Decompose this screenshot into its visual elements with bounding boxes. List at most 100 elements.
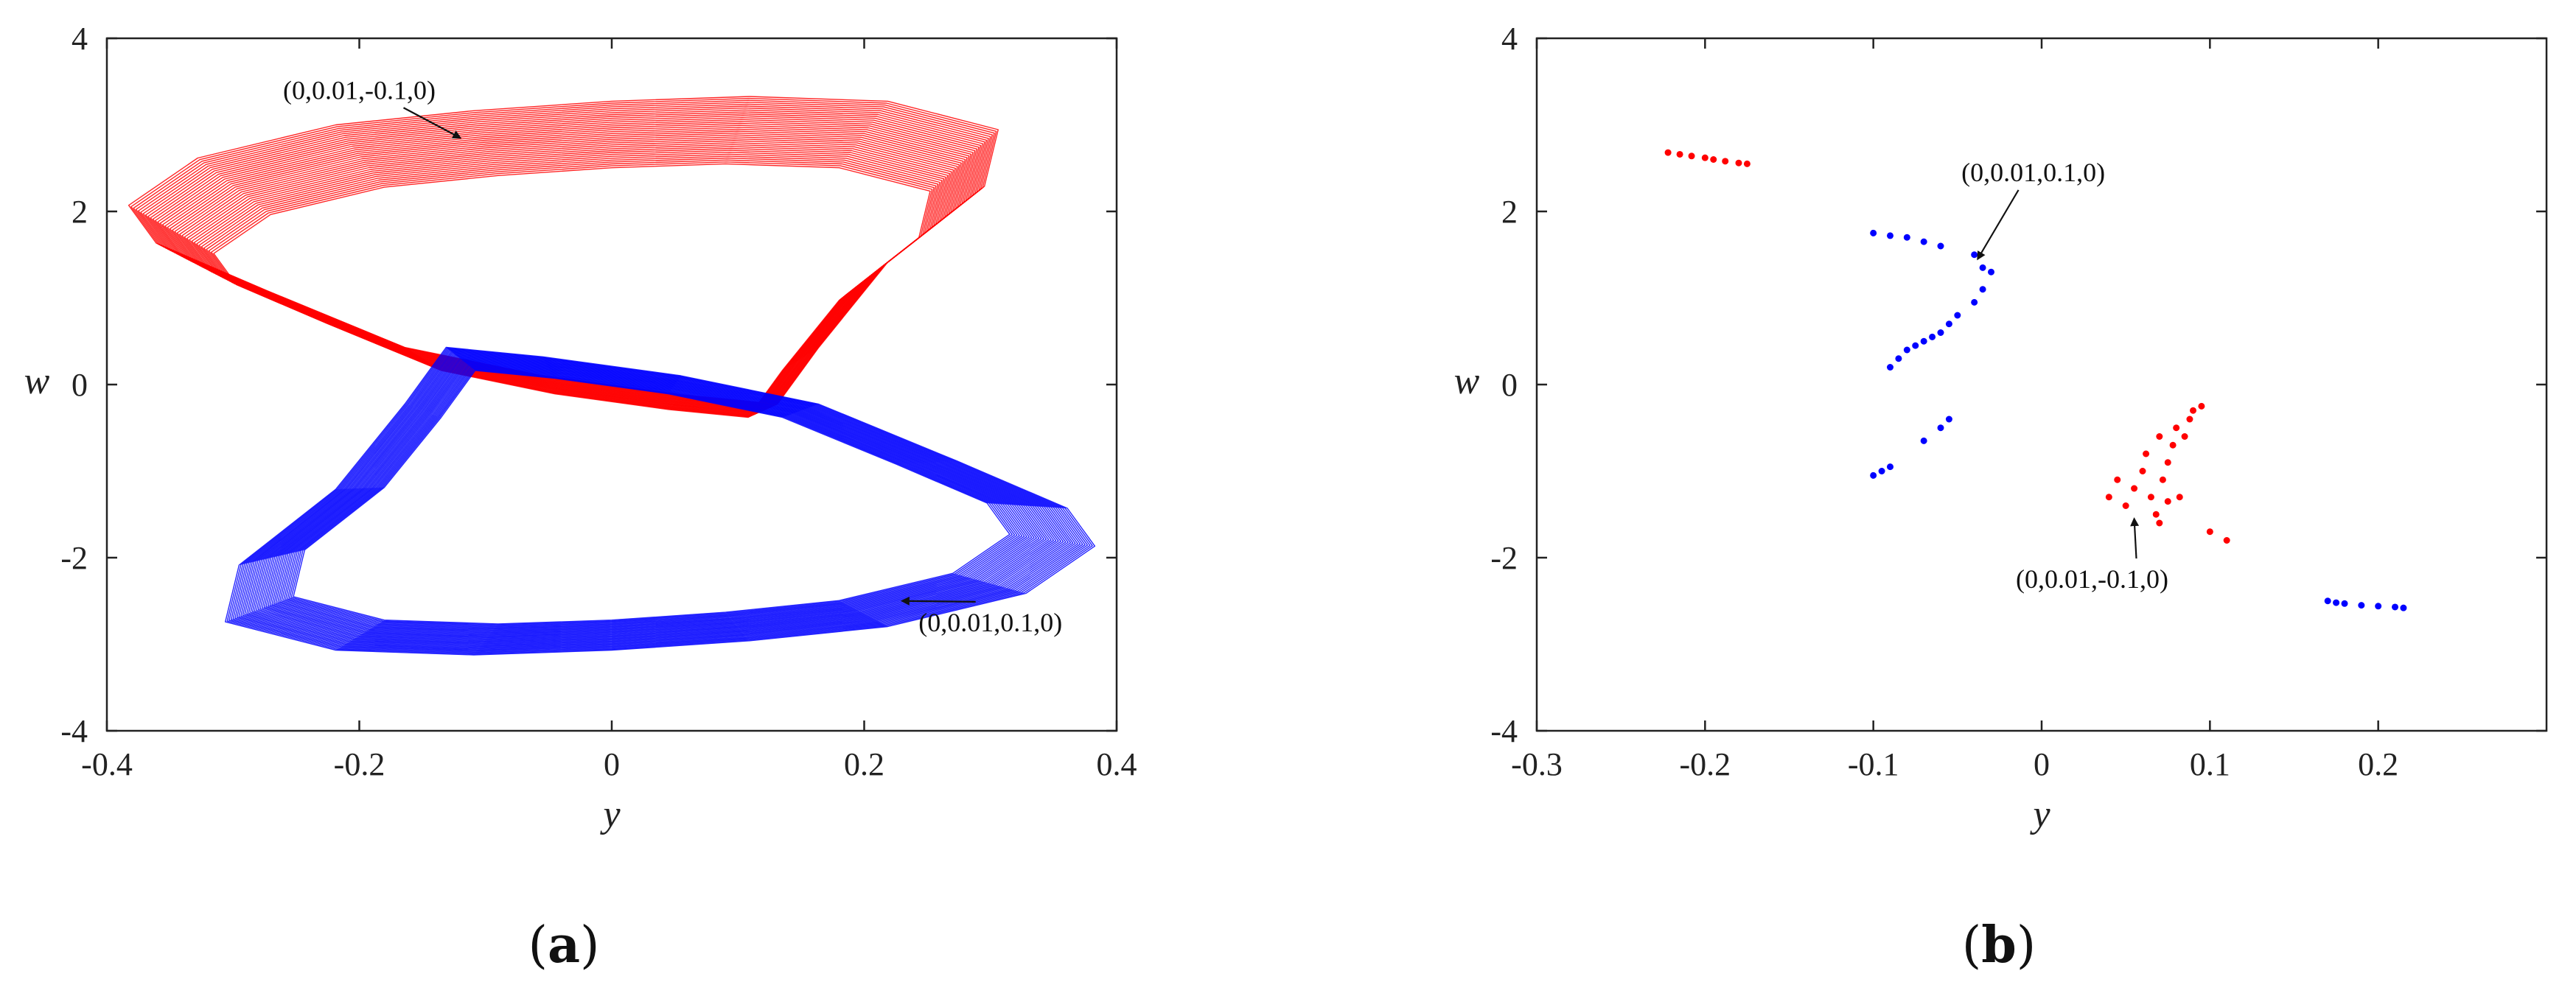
series-1-trajectory-line — [228, 348, 1091, 654]
series-1-point — [1912, 342, 1919, 349]
series-0-point — [1743, 160, 1751, 167]
series-1-point — [1887, 463, 1893, 471]
series-1-point — [1937, 242, 1944, 250]
series-1-trajectory-line — [283, 366, 1023, 629]
annotation-label: (0,0.01,-0.1,0) — [283, 75, 436, 105]
y-tick-label: 2 — [1501, 194, 1518, 230]
data-layer — [128, 96, 1096, 656]
series-1-trajectory-line — [289, 368, 1016, 627]
series-1-point — [2400, 604, 2407, 611]
series-1-trajectory-line — [234, 350, 1083, 651]
annotation-arrow — [2130, 517, 2140, 559]
x-tick-label: 0 — [2034, 746, 2050, 782]
series-1-point — [2324, 597, 2331, 605]
series-0-point — [2176, 494, 2183, 501]
series-1-point — [1979, 264, 1986, 271]
x-tick-label: 0 — [604, 746, 620, 782]
series-0-point — [2223, 537, 2230, 544]
series-1-trajectory-line — [256, 357, 1057, 642]
series-1-point — [2341, 600, 2348, 607]
x-axis-label: y — [2029, 793, 2050, 835]
series-0-point — [2156, 433, 2163, 440]
panel-label-b: (b) — [1962, 916, 2036, 975]
series-0-point — [2114, 476, 2121, 483]
series-0-point — [1735, 159, 1742, 166]
y-tick-label: -2 — [1490, 540, 1518, 576]
series-1-trajectory-line — [232, 349, 1086, 652]
series-0-point — [2156, 519, 2163, 527]
series-1-point — [1920, 337, 1927, 345]
series-0-point — [2169, 441, 2177, 449]
annotation-arrow — [900, 596, 976, 606]
series-1-point — [2333, 599, 2340, 606]
x-tick-label: -0.1 — [1848, 746, 1899, 782]
y-tick-label: -4 — [1490, 713, 1518, 749]
series-1-trajectory-line — [238, 351, 1078, 650]
series-1-trajectory-line — [271, 362, 1037, 634]
series-1-trajectory-line — [248, 354, 1067, 645]
y-tick-label: 0 — [71, 367, 88, 403]
series-1-point — [1979, 286, 1986, 293]
series-1-trajectory-line — [269, 362, 1040, 636]
series-1-point — [1937, 424, 1944, 432]
series-0-point — [2105, 494, 2112, 501]
series-1-point — [1971, 251, 1978, 259]
series-1-trajectory-line — [240, 352, 1076, 649]
x-axis-label: y — [599, 793, 621, 835]
x-tick-label: -0.2 — [334, 746, 385, 782]
series-1-trajectory-line — [244, 353, 1072, 647]
series-1-trajectory-line — [250, 355, 1064, 645]
series-1-trajectory-line — [279, 365, 1027, 631]
series-1-trajectory-line — [268, 361, 1042, 636]
series-0-trajectory-line — [128, 96, 999, 405]
series-1-point — [1870, 229, 1877, 236]
y-tick-label: 2 — [71, 194, 88, 230]
series-1-trajectory-line — [263, 360, 1047, 638]
series-1-trajectory-line — [230, 348, 1089, 653]
data-layer — [1664, 149, 2407, 611]
series-1-point — [1920, 437, 1927, 444]
series-1-point — [1895, 355, 1902, 362]
y-tick-label: 4 — [1501, 21, 1518, 57]
series-1-point — [1887, 364, 1893, 371]
annotation-label: (0,0.01,0.1,0) — [918, 608, 1062, 637]
annotation-arrow — [402, 107, 462, 139]
series-0-point — [2122, 502, 2129, 509]
series-0-point — [2131, 485, 2138, 492]
series-1-point — [2392, 603, 2398, 611]
y-tick-label: 4 — [71, 21, 88, 57]
series-1-point — [1988, 268, 1994, 276]
series-0-point — [2164, 498, 2171, 505]
series-0-point — [2186, 415, 2193, 423]
series-1-point — [1929, 333, 1936, 340]
annotation-arrow — [1977, 189, 2020, 261]
series-1-trajectory-line — [246, 354, 1069, 646]
series-1-point — [1920, 238, 1927, 245]
series-0-point — [1676, 150, 1683, 158]
panel-label-a: (a) — [528, 916, 599, 975]
series-1-trajectory-line — [251, 356, 1061, 643]
x-tick-label: 0.4 — [1097, 746, 1137, 782]
series-0-point — [2164, 459, 2171, 466]
series-1-trajectory-line — [277, 365, 1030, 632]
x-tick-label: -0.3 — [1511, 746, 1563, 782]
y-tick-label: -2 — [60, 540, 88, 576]
series-1-point — [1937, 329, 1944, 336]
poincare-section-panel-b: -0.3 -0.2 -0.1 0 0.1 0.2 -4 -2 0 2 4 y w (0,0.01,0.1,… — [1454, 21, 2548, 835]
series-1-trajectory-line — [226, 347, 1093, 655]
series-1-trajectory-line — [262, 359, 1050, 639]
phase-portrait-panel-a: -0.4 -0.2 0 0.2 0.4 -4 -2 0 2 4 y w (0,0.01,-0.1,0) (… — [24, 21, 1137, 835]
series-1-trajectory-line — [265, 360, 1044, 637]
x-tick-label: 0.1 — [2190, 746, 2230, 782]
series-0-point — [2206, 528, 2213, 536]
series-1-point — [1870, 471, 1877, 479]
series-1-trajectory-line — [285, 367, 1020, 628]
series-1-point — [1945, 320, 1952, 328]
series-0-point — [2173, 424, 2180, 432]
series-0-point — [2198, 402, 2205, 410]
series-1-point — [2358, 602, 2365, 609]
series-1-point — [1878, 468, 1885, 474]
series-0-point — [1710, 156, 1717, 163]
series-1-trajectory-line — [290, 369, 1013, 625]
series-0-point — [2147, 494, 2154, 501]
